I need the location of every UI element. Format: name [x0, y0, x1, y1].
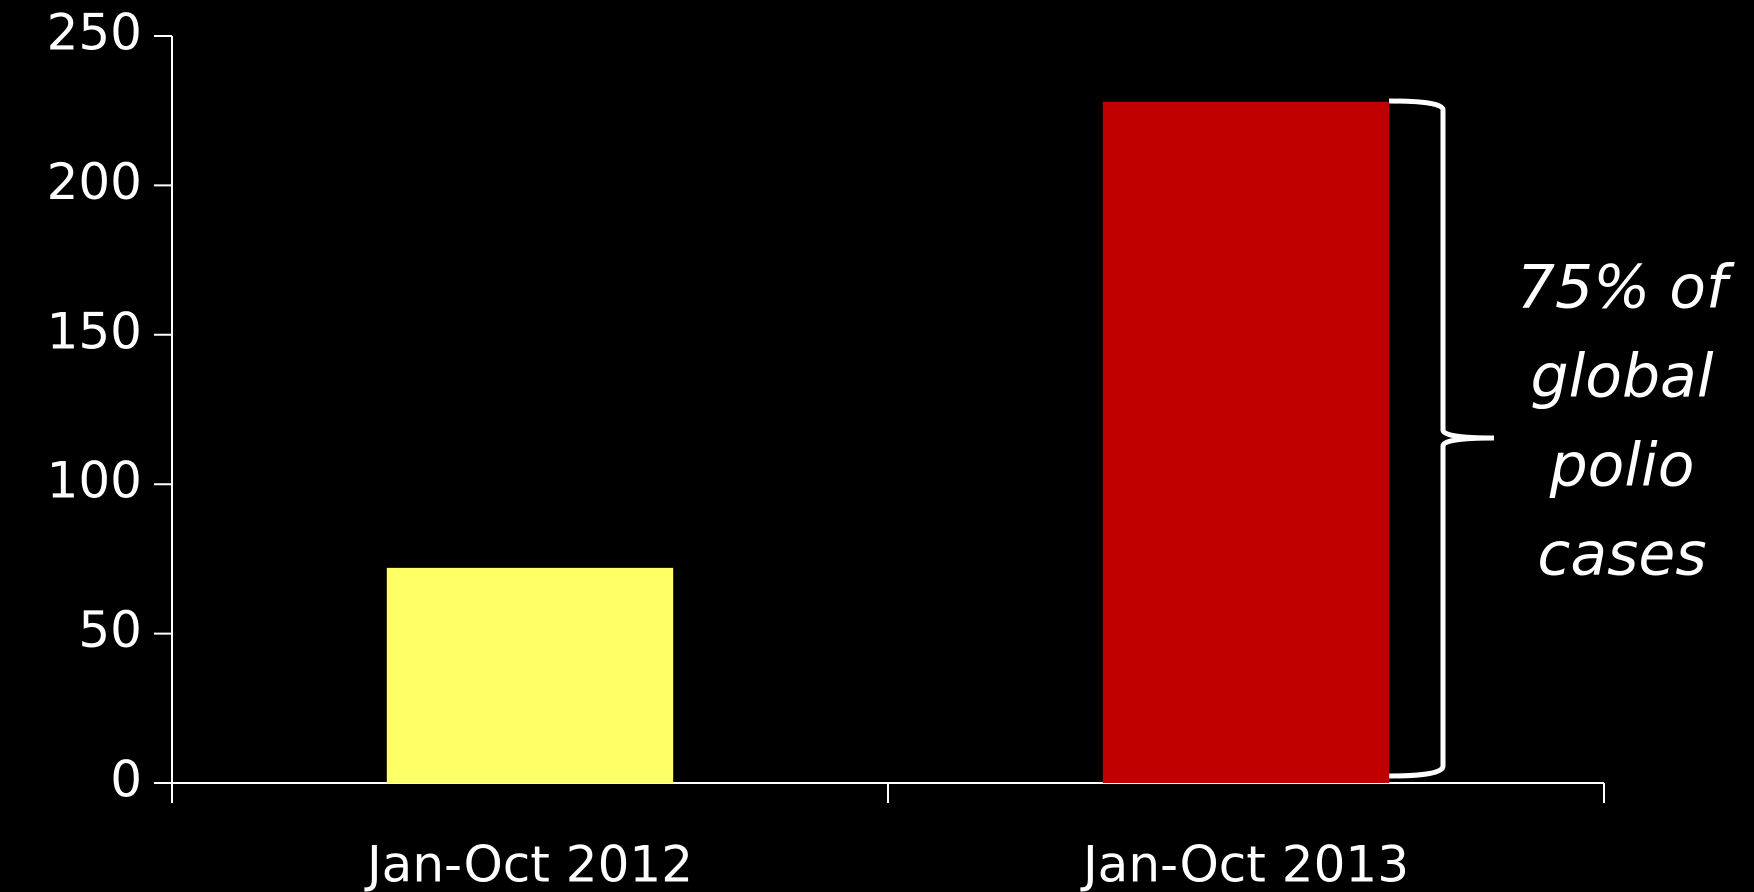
y-tick-label: 200	[47, 153, 142, 211]
bar	[386, 567, 674, 783]
brace	[1388, 98, 1495, 779]
y-tick-label: 100	[47, 452, 142, 510]
y-tick-label: 0	[110, 751, 142, 809]
x-tick-label: Jan-Oct 2012	[364, 836, 693, 892]
y-tick-label: 150	[47, 302, 142, 360]
annotation: global	[1531, 342, 1714, 412]
y-tick-label: 50	[78, 601, 142, 659]
annotation: polio	[1549, 431, 1695, 501]
x-tick-label: Jan-Oct 2013	[1080, 836, 1409, 892]
annotation: cases	[1537, 520, 1706, 590]
y-tick-label: 250	[47, 4, 142, 62]
bar	[1102, 101, 1390, 783]
annotation: 75% of	[1517, 253, 1735, 323]
